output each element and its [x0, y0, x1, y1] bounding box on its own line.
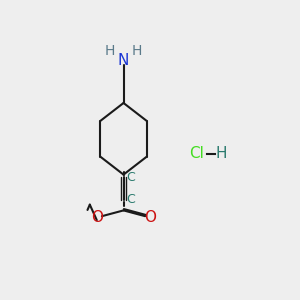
Text: C: C: [126, 193, 135, 206]
Text: O: O: [91, 210, 103, 225]
Text: C: C: [126, 171, 135, 184]
Text: N: N: [118, 53, 129, 68]
Text: O: O: [144, 210, 156, 225]
Text: H: H: [215, 146, 227, 161]
Text: H: H: [132, 44, 142, 58]
Text: Cl: Cl: [189, 146, 204, 161]
Text: H: H: [105, 44, 115, 58]
